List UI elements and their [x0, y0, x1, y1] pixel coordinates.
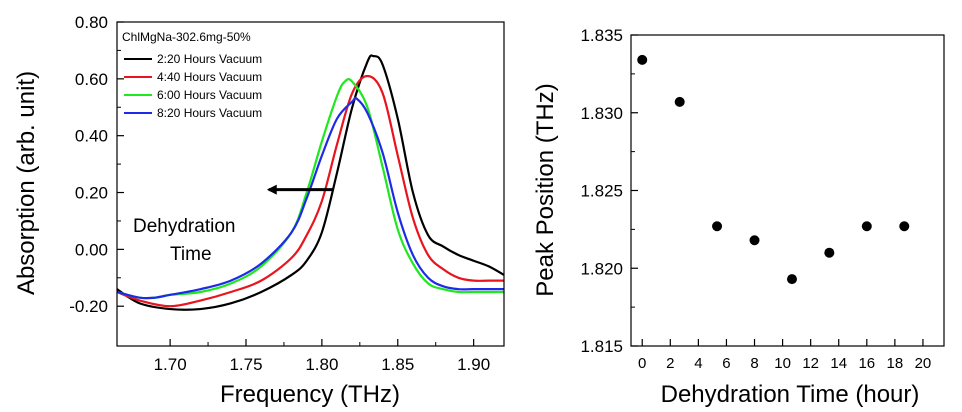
legend-label-3: 6:00 Hours Vacuum — [157, 88, 262, 102]
x-tick-label: 18 — [887, 355, 904, 372]
peak-plot-frame — [630, 34, 945, 347]
absorption-legend: ChlMgNa-302.6mg-50% 2:20 Hours Vacuum 4:4… — [122, 30, 262, 120]
x-tick-label: 10 — [774, 355, 791, 372]
y-tick-label: 0.60 — [75, 70, 108, 89]
peak-points-group — [637, 54, 910, 285]
data-point-4 — [749, 235, 760, 246]
y-tick-label: 0.20 — [75, 184, 108, 203]
legend-label-2: 4:40 Hours Vacuum — [157, 70, 262, 84]
x-tick-label: 1.90 — [457, 355, 490, 374]
y-tick-label: 0.80 — [75, 13, 108, 32]
y-tick-label: 1.815 — [580, 337, 623, 356]
series-line-2 — [117, 74, 504, 308]
absorption-ticks — [117, 21, 475, 346]
y-tick-label: -0.20 — [69, 297, 108, 316]
absorption-x-axis-title: Frequency (THz) — [220, 381, 400, 408]
absorption-y-axis-title: Absorption (arb. unit) — [13, 71, 40, 295]
peak-tick-labels: 0 2 4 6 8 10 12 14 16 18 20 1.815 1.820 1.825 1.830 1.8… — [580, 26, 931, 372]
absorption-chart: 1.70 1.75 1.80 1.85 1.90 -0.20 0.00 0.20 0.40 0.6… — [13, 13, 505, 408]
absorption-plot-frame — [116, 21, 505, 347]
legend-title: ChlMgNa-302.6mg-50% — [122, 30, 251, 44]
series-line-3 — [117, 78, 504, 300]
y-tick-label: 1.820 — [580, 259, 623, 278]
peak-ticks — [631, 34, 924, 347]
data-point-5 — [786, 274, 797, 285]
legend-label-1: 2:20 Hours Vacuum — [157, 52, 262, 66]
x-tick-label: 12 — [802, 355, 819, 372]
y-tick-label: 1.830 — [580, 104, 623, 123]
y-tick-label: 1.825 — [580, 182, 623, 201]
data-point-3 — [712, 221, 723, 232]
dehydration-annotation-line2: Time — [170, 244, 212, 265]
data-point-2 — [674, 96, 685, 107]
series-line-4 — [117, 96, 504, 300]
x-tick-label: 1.80 — [305, 355, 338, 374]
x-tick-label: 16 — [858, 355, 875, 372]
absorption-series-group — [117, 54, 504, 311]
x-tick-label: 14 — [830, 355, 847, 372]
x-tick-label: 1.85 — [381, 355, 414, 374]
x-tick-label: 1.70 — [154, 355, 187, 374]
peak-y-axis-title: Peak Position (THz) — [532, 83, 559, 296]
y-tick-label: 0.40 — [75, 127, 108, 146]
x-tick-label: 4 — [694, 355, 702, 372]
y-tick-label: 1.835 — [580, 26, 623, 45]
legend-label-4: 8:20 Hours Vacuum — [157, 106, 262, 120]
peak-x-axis-title: Dehydration Time (hour) — [661, 381, 920, 408]
data-point-8 — [899, 221, 910, 232]
peak-position-chart: 0 2 4 6 8 10 12 14 16 18 20 1.815 1.820 1.825 1.830 1.8… — [532, 26, 945, 408]
data-point-1 — [637, 54, 648, 65]
legend-entries: 2:20 Hours Vacuum 4:40 Hours Vacuum 6:00 H… — [124, 52, 262, 120]
x-tick-label: 0 — [638, 355, 646, 372]
x-tick-label: 2 — [666, 355, 674, 372]
y-tick-label: 0.00 — [75, 240, 108, 259]
x-tick-label: 8 — [750, 355, 758, 372]
x-tick-label: 1.75 — [229, 355, 262, 374]
x-tick-label: 6 — [722, 355, 730, 372]
data-point-6 — [824, 247, 835, 258]
x-tick-label: 20 — [915, 355, 932, 372]
dehydration-annotation-line1: Dehydration — [133, 216, 235, 237]
data-point-7 — [861, 221, 872, 232]
absorption-tick-labels: 1.70 1.75 1.80 1.85 1.90 -0.20 0.00 0.20 0.40 0.6… — [69, 13, 490, 374]
